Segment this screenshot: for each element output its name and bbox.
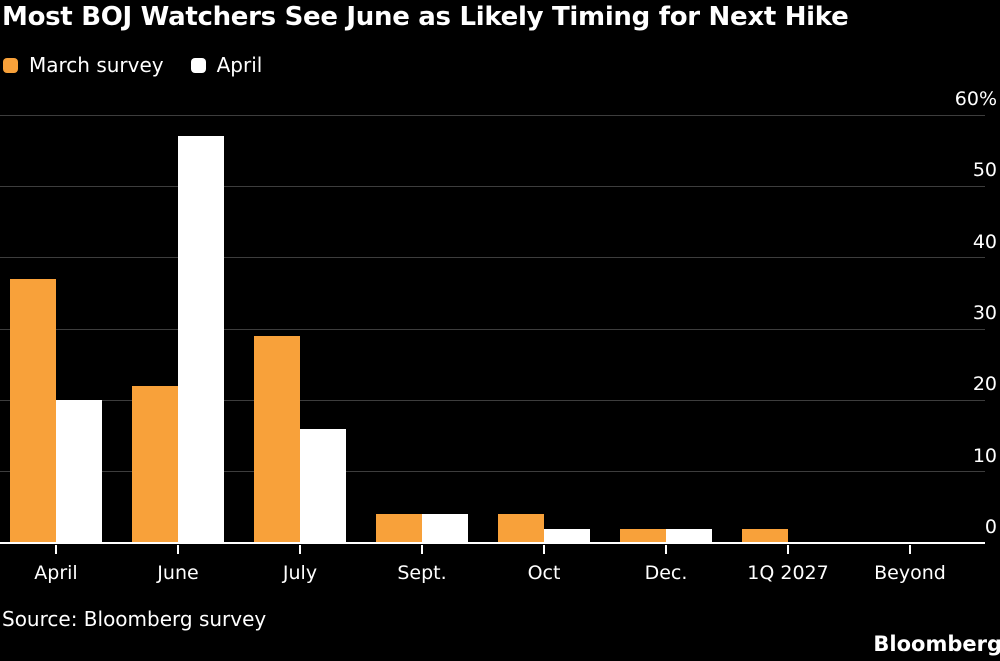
x-axis-baseline bbox=[0, 542, 985, 544]
x-tick-sept bbox=[421, 545, 423, 554]
gridline-20 bbox=[0, 399, 985, 401]
bar-april-june bbox=[178, 136, 224, 543]
bar-march-survey-july bbox=[254, 336, 300, 543]
legend-label: April bbox=[216, 53, 263, 77]
bar-march-survey-oct bbox=[498, 514, 544, 543]
x-axis-label-april: April bbox=[34, 562, 78, 584]
legend-item-march-survey: March survey bbox=[3, 53, 164, 77]
x-axis-label-beyond: Beyond bbox=[874, 562, 946, 584]
x-axis-label-dec: Dec. bbox=[644, 562, 688, 584]
bar-march-survey-june bbox=[132, 386, 178, 543]
x-axis-label-july: July bbox=[282, 562, 318, 584]
x-tick-1q-2027 bbox=[787, 545, 789, 554]
gridline-10 bbox=[0, 471, 985, 473]
bar-april-dec bbox=[666, 528, 712, 543]
chart-legend: March survey April bbox=[3, 53, 262, 77]
y-axis-label-40: 40 bbox=[972, 230, 997, 253]
bar-march-survey-sept bbox=[376, 514, 422, 543]
x-tick-april bbox=[55, 545, 57, 554]
bar-april-july bbox=[300, 428, 346, 543]
chart-title: Most BOJ Watchers See June as Likely Tim… bbox=[2, 2, 849, 32]
y-axis-label-60: 60% bbox=[954, 88, 997, 110]
gridline-60 bbox=[0, 114, 985, 116]
x-axis-label-sept: Sept. bbox=[397, 562, 447, 584]
x-axis-label-oct: Oct bbox=[527, 562, 561, 584]
legend-label: March survey bbox=[29, 53, 164, 77]
x-tick-dec bbox=[665, 545, 667, 554]
bar-april-oct bbox=[544, 528, 590, 543]
x-axis-label-1q-2027: 1Q 2027 bbox=[747, 562, 829, 584]
y-axis-label-30: 30 bbox=[972, 302, 997, 324]
bloomberg-logo: Bloomberg bbox=[873, 632, 1000, 656]
y-axis-label-50: 50 bbox=[972, 159, 997, 182]
y-axis-label-20: 20 bbox=[972, 373, 997, 396]
bar-march-survey-dec bbox=[620, 528, 666, 543]
x-tick-oct bbox=[543, 545, 545, 554]
x-tick-beyond bbox=[909, 545, 911, 554]
gridline-30 bbox=[0, 328, 985, 330]
legend-swatch-icon bbox=[190, 57, 206, 73]
bar-march-survey-1q-2027 bbox=[742, 528, 788, 543]
legend-item-april: April bbox=[190, 53, 263, 77]
legend-swatch-icon bbox=[3, 57, 18, 73]
x-tick-july bbox=[299, 545, 301, 554]
y-axis-label-0: 0 bbox=[984, 516, 997, 538]
bar-april-sept bbox=[422, 514, 468, 543]
gridline-50 bbox=[0, 185, 985, 187]
bar-march-survey-april bbox=[10, 279, 56, 543]
bar-april-april bbox=[56, 400, 102, 543]
x-axis-label-june: June bbox=[157, 562, 199, 584]
source-note: Source: Bloomberg survey bbox=[2, 607, 267, 631]
x-tick-june bbox=[177, 545, 179, 554]
y-axis-label-10: 10 bbox=[972, 444, 997, 467]
gridline-40 bbox=[0, 257, 985, 259]
